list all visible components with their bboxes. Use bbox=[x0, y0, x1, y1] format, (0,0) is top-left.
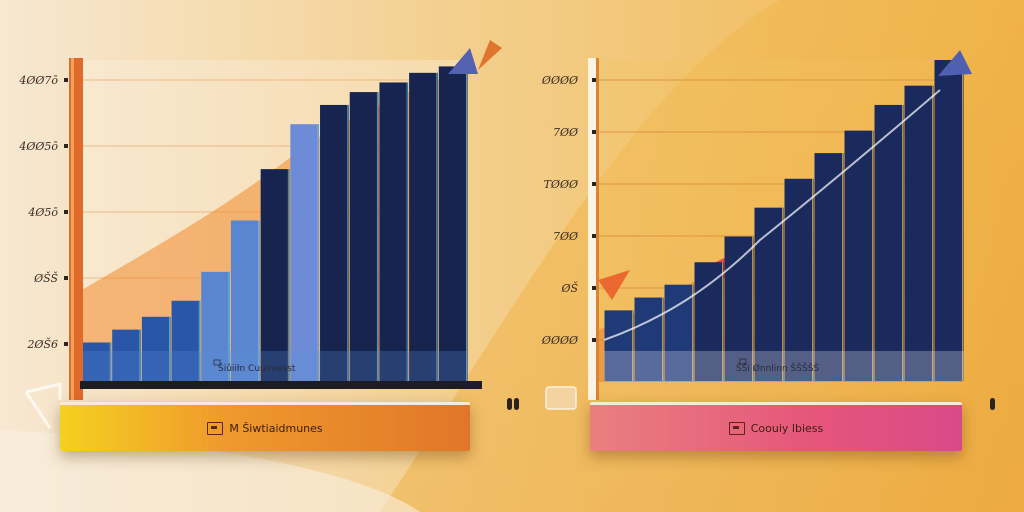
chart-left-x-axis bbox=[80, 381, 482, 389]
bar bbox=[754, 207, 784, 381]
tick-mark bbox=[592, 286, 596, 290]
bar bbox=[604, 310, 634, 381]
bar bbox=[379, 82, 409, 381]
y-tick-label: 4Ø5ō bbox=[27, 206, 58, 219]
chart-right-banner: Coouiy lbiess bbox=[590, 402, 962, 451]
y-tick-label: ØŠŠ bbox=[33, 271, 58, 285]
tick-mark bbox=[592, 338, 596, 342]
chart-left-y-ticks: 4ØØ7ō 4ØØ5ō 4Ø5ō ØŠŠ 2ØŠ6 bbox=[18, 74, 68, 351]
chart-right-y-ticks: ØØØØ 7ØØ TØØØ 7ØØ ØŠ ØØØØ bbox=[541, 74, 596, 347]
bar bbox=[934, 60, 964, 381]
tick-mark bbox=[592, 182, 596, 186]
bar-base-strip bbox=[82, 351, 468, 381]
tick-mark bbox=[64, 78, 68, 82]
chart-right: ØØØØ 7ØØ TØØØ 7ØØ ØŠ ØØØØ ŠŠi Ønnlinn ŠŠŠŠŠ bbox=[541, 50, 972, 400]
bar bbox=[634, 297, 664, 381]
tick-mark bbox=[592, 234, 596, 238]
decorative-bracket bbox=[24, 382, 62, 429]
bar bbox=[438, 66, 468, 382]
bar bbox=[409, 72, 438, 381]
chart-right-bars bbox=[604, 60, 964, 382]
bar bbox=[260, 169, 290, 381]
bar bbox=[230, 220, 260, 381]
y-tick-label: ØØØØ bbox=[541, 334, 579, 347]
chart-left-banner: M Šiwtiaidmunes bbox=[60, 402, 470, 451]
bar bbox=[904, 85, 934, 382]
chart-right-y-axis bbox=[588, 58, 598, 400]
bar bbox=[349, 92, 379, 381]
bar bbox=[694, 262, 724, 381]
chart-left: 4ØØ7ō 4ØØ5ō 4Ø5ō ØŠŠ 2ØŠ6 Šiůiiłn Cuuimesst bbox=[18, 40, 502, 400]
bar bbox=[814, 153, 844, 381]
bar bbox=[201, 271, 230, 381]
bar bbox=[664, 284, 694, 381]
tick-mark bbox=[592, 130, 596, 134]
tick-mark bbox=[64, 210, 68, 214]
bar-base-strip bbox=[604, 351, 964, 381]
y-tick-label: 7ØØ bbox=[553, 126, 579, 139]
bar bbox=[844, 130, 874, 381]
knob-left-2 bbox=[514, 398, 519, 410]
bar bbox=[320, 104, 349, 381]
bar bbox=[171, 300, 201, 381]
y-tick-label: ØØØØ bbox=[541, 74, 579, 87]
tick-mark bbox=[64, 144, 68, 148]
y-tick-label: 4ØØ5ō bbox=[18, 140, 58, 153]
y-tick-label: TØØØ bbox=[544, 178, 579, 191]
chart-right-trend-arrow bbox=[938, 50, 972, 76]
bar bbox=[874, 104, 904, 381]
chart-right-trend-line bbox=[603, 89, 941, 341]
decorative-tab bbox=[545, 386, 577, 410]
y-tick-label: 4ØØ7ō bbox=[18, 74, 58, 87]
building-icon bbox=[207, 421, 224, 435]
knob-left bbox=[507, 398, 512, 410]
y-tick-label: 7ØØ bbox=[553, 230, 579, 243]
chart-left-trend-arrow bbox=[448, 48, 478, 74]
chart-left-inner-label: Šiůiiłn Cuuimesst bbox=[218, 362, 296, 374]
chart-left-bars bbox=[82, 66, 468, 382]
y-tick-label: ØŠ bbox=[560, 281, 578, 295]
knob-right bbox=[990, 398, 995, 410]
house-icon bbox=[728, 421, 745, 435]
chart-left-banner-label: M Šiwtiaidmunes bbox=[229, 421, 323, 435]
bar bbox=[290, 124, 320, 381]
tick-mark bbox=[592, 78, 596, 82]
tick-mark bbox=[64, 342, 68, 346]
bar bbox=[141, 316, 171, 381]
y-tick-label: 2ØŠ6 bbox=[26, 337, 58, 351]
bar bbox=[82, 342, 112, 381]
bar bbox=[784, 178, 814, 381]
chart-right-inner-label: ŠŠi Ønnlinn ŠŠŠŠŠ bbox=[736, 362, 819, 374]
chart-right-banner-label: Coouiy lbiess bbox=[750, 421, 824, 435]
tick-mark bbox=[64, 276, 68, 280]
bar bbox=[112, 329, 141, 381]
